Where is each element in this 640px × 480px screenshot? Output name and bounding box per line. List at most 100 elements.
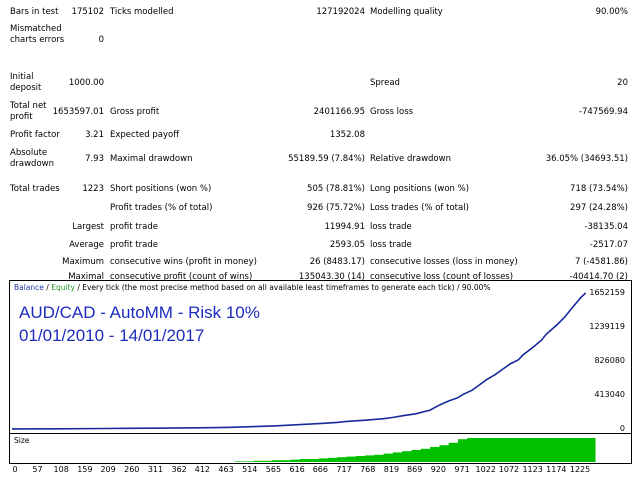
x-tick-label: 1174 <box>546 465 567 474</box>
total-trades-label: Total trades <box>10 184 60 194</box>
mismatched-errors-value: 0 <box>98 35 104 45</box>
initial-deposit-label: Initial deposit <box>10 72 42 93</box>
relative-drawdown-value: 36.05% (34693.51) <box>545 154 628 164</box>
size-bar <box>504 438 515 462</box>
size-bar <box>392 452 403 462</box>
chart-legend: Balance / Equity / Every tick (the most … <box>14 283 491 293</box>
x-tick-label: 717 <box>336 465 352 474</box>
x-tick-label: 666 <box>312 465 328 474</box>
max-consec-losses-label: consecutive losses (loss in money) <box>370 257 518 267</box>
maximal-consec-profit-value: 135043.30 (14) <box>298 272 365 282</box>
maximal-drawdown-label: Maximal drawdown <box>110 154 193 164</box>
x-tick-label: 971 <box>454 465 470 474</box>
maximal-consec-loss-value: -40414.70 (2) <box>569 272 628 282</box>
size-bar <box>560 438 570 462</box>
max-consec-wins-label: consecutive wins (profit in money) <box>110 257 257 267</box>
size-bar <box>420 448 431 462</box>
y-tick-label: 1239119 <box>589 322 625 331</box>
maximal-drawdown-value: 55189.59 (7.84%) <box>288 154 365 164</box>
expected-payoff-label: Expected payoff <box>110 130 180 140</box>
size-bar <box>346 456 357 462</box>
size-bar <box>309 459 320 462</box>
gross-loss-label: Gross loss <box>370 107 414 117</box>
absolute-drawdown-label: Absolute drawdown <box>10 148 54 169</box>
relative-drawdown-label: Relative drawdown <box>370 154 451 164</box>
absolute-drawdown-value: 7.93 <box>85 154 104 164</box>
size-plot <box>235 438 596 462</box>
x-tick-label: 819 <box>383 465 400 474</box>
average-label: Average <box>69 240 104 250</box>
x-tick-label: 0 <box>12 465 18 474</box>
size-bar <box>235 461 245 462</box>
size-bar <box>383 453 394 462</box>
y-tick-label: 826080 <box>594 355 625 365</box>
x-tick-label: 1225 <box>569 465 591 474</box>
size-bar <box>523 438 533 462</box>
average-loss-label: loss trade <box>370 240 412 250</box>
x-tick-label: 362 <box>171 465 187 474</box>
maximal-consec-profit-label: consecutive profit (count of wins) <box>110 272 253 282</box>
average-profit-value: 2593.05 <box>329 240 365 250</box>
size-bar <box>585 438 596 462</box>
max-consec-wins-value: 26 (8483.17) <box>309 257 365 267</box>
ticks-modelled-label: Ticks modelled <box>110 7 174 17</box>
x-tick-label: 768 <box>360 465 376 474</box>
x-tick-label: 616 <box>289 465 305 474</box>
size-bar <box>541 438 552 462</box>
short-positions-label: Short positions (won %) <box>110 184 212 194</box>
chart-title-line2: 01/01/2010 - 14/01/2017 <box>19 326 205 345</box>
loss-trades-label: Loss trades (% of total) <box>370 203 469 213</box>
profit-trades-value: 926 (75.72%) <box>307 203 365 213</box>
average-profit-label: profit trade <box>110 240 158 250</box>
x-tick-label: 412 <box>194 465 211 474</box>
total-trades-value: 1223 <box>82 184 104 194</box>
size-label: Size <box>14 436 30 445</box>
x-tick-label: 1123 <box>522 465 543 474</box>
x-tick-label: 311 <box>147 465 164 474</box>
size-bar <box>290 459 301 462</box>
size-bar <box>476 438 487 462</box>
legend-equity: Equity <box>51 283 75 292</box>
gross-profit-label: Gross profit <box>110 107 160 117</box>
profit-trades-label: Profit trades (% of total) <box>110 203 213 213</box>
x-tick-label: 869 <box>407 465 423 474</box>
largest-profit-value: 11994.91 <box>324 222 365 232</box>
gross-profit-value: 2401166.95 <box>313 107 365 117</box>
size-bar <box>253 460 264 462</box>
maximum-label: Maximum <box>62 257 104 267</box>
x-tick-label: 260 <box>124 465 140 474</box>
largest-profit-label: profit trade <box>110 222 158 232</box>
short-positions-value: 505 (78.81%) <box>307 184 365 194</box>
size-bar <box>365 455 375 462</box>
largest-loss-label: loss trade <box>370 222 412 232</box>
backtest-report: Bars in test 175102 Ticks modelled 12719… <box>10 7 628 267</box>
size-bar <box>467 438 477 462</box>
size-bar <box>337 457 347 462</box>
largest-label: Largest <box>72 222 104 232</box>
profit-factor-value: 3.21 <box>85 130 104 140</box>
legend-balance: Balance <box>14 283 44 292</box>
total-net-profit-label: Total net profit <box>10 101 47 122</box>
legend-separator: / <box>43 283 52 292</box>
mismatched-errors-label: Mismatched charts errors <box>10 24 65 45</box>
x-tick-label: 1022 <box>475 465 496 474</box>
legend-model-text: / Every tick (the most precise method ba… <box>74 283 491 292</box>
loss-trades-value: 297 (24.28%) <box>570 203 628 213</box>
modelling-quality-label: Modelling quality <box>370 7 443 17</box>
size-bar <box>402 451 412 462</box>
size-bar <box>532 438 543 462</box>
spread-label: Spread <box>370 78 400 88</box>
size-bar <box>272 460 282 462</box>
bars-in-test-value: 175102 <box>71 7 104 17</box>
x-tick-label: 463 <box>218 465 234 474</box>
size-bar <box>300 459 310 462</box>
size-bar <box>374 454 385 462</box>
x-tick-label: 108 <box>53 465 69 474</box>
x-axis: 0 57 108 159 209 260 311 362 412 463 514 565 616 666 7… <box>0 463 640 479</box>
x-tick-label: 209 <box>100 465 116 474</box>
size-bar <box>495 438 505 462</box>
size-bar <box>550 438 561 462</box>
maximal-label: Maximal <box>68 272 104 282</box>
long-positions-label: Long positions (won %) <box>370 184 470 194</box>
size-bar <box>327 457 338 462</box>
